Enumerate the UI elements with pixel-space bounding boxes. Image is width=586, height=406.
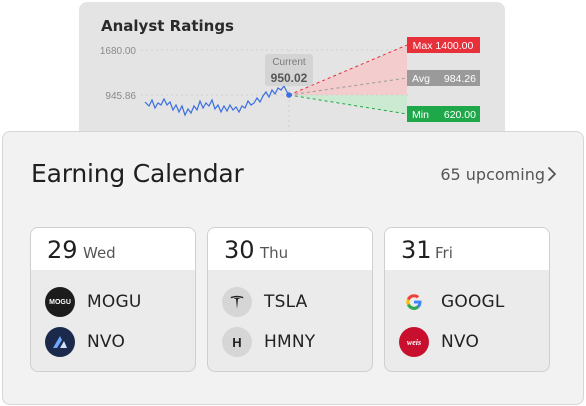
max-tag-label: Max 1400.00 bbox=[413, 40, 474, 52]
ticker-label: HMNY bbox=[264, 332, 316, 352]
ticker-label: NVO bbox=[441, 332, 480, 352]
day-header: 29 Wed bbox=[31, 228, 195, 270]
ticker-label: MOGU bbox=[87, 292, 142, 312]
avg-tag-label: Avg bbox=[412, 73, 430, 85]
price-line bbox=[144, 84, 290, 117]
earning-calendar-card: Earning Calendar 65 upcoming 29 Wed MOGU… bbox=[2, 131, 584, 405]
day-header: 30 Thu bbox=[208, 228, 372, 270]
mogu-logo-icon: MOGU bbox=[45, 287, 75, 317]
tesla-logo-icon bbox=[222, 287, 252, 317]
current-label-box bbox=[265, 54, 313, 86]
day-header: 31 Fri bbox=[385, 228, 549, 270]
day-card-29[interactable]: 29 Wed MOGU MOGU NVO bbox=[30, 227, 196, 372]
min-tag-label: Min bbox=[412, 109, 429, 121]
ticker-label: NVO bbox=[87, 332, 126, 352]
avg-target-line bbox=[288, 77, 408, 96]
max-tag bbox=[407, 37, 480, 53]
forecast-min-cone bbox=[289, 95, 407, 114]
ticker-label: GOOGL bbox=[441, 292, 505, 312]
analyst-ratings-card: Analyst Ratings 1680.00 945.86 Current 9… bbox=[79, 2, 505, 152]
day-weekday: Wed bbox=[83, 244, 116, 262]
earning-calendar-title: Earning Calendar bbox=[31, 159, 244, 188]
list-item[interactable]: H HMNY bbox=[222, 327, 315, 357]
current-value: 950.02 bbox=[271, 71, 308, 85]
min-tag-value: 620.00 bbox=[444, 109, 476, 121]
current-label: Current bbox=[272, 57, 306, 68]
list-item[interactable]: MOGU MOGU bbox=[45, 287, 141, 317]
analyst-ratings-title: Analyst Ratings bbox=[101, 17, 234, 35]
upcoming-link[interactable]: 65 upcoming bbox=[440, 165, 545, 184]
avg-tag bbox=[407, 70, 480, 86]
weis-logo-icon: weis bbox=[399, 327, 429, 357]
day-weekday: Fri bbox=[435, 244, 453, 262]
day-card-31[interactable]: 31 Fri GOOGL weis NVO bbox=[384, 227, 550, 372]
list-item[interactable]: GOOGL bbox=[399, 287, 505, 317]
list-item[interactable]: weis NVO bbox=[399, 327, 479, 357]
day-weekday: Thu bbox=[260, 244, 289, 262]
min-tag bbox=[407, 106, 480, 122]
analyst-ratings-chart: 1680.00 945.86 Current 950.02 Max 1400.0… bbox=[100, 37, 480, 152]
list-item[interactable]: TSLA bbox=[222, 287, 307, 317]
min-target-line bbox=[288, 94, 408, 115]
current-point bbox=[286, 92, 292, 98]
y-tick-mid: 945.86 bbox=[105, 91, 136, 102]
novo-logo-icon bbox=[45, 327, 75, 357]
ticker-label: TSLA bbox=[264, 292, 308, 312]
day-number: 31 bbox=[401, 236, 432, 264]
y-tick-top: 1680.00 bbox=[100, 46, 137, 57]
hmny-logo-icon: H bbox=[222, 327, 252, 357]
google-logo-icon bbox=[399, 287, 429, 317]
day-number: 30 bbox=[224, 236, 255, 264]
day-card-30[interactable]: 30 Thu TSLA H HMNY bbox=[207, 227, 373, 372]
day-number: 29 bbox=[47, 236, 78, 264]
list-item[interactable]: NVO bbox=[45, 327, 125, 357]
chevron-right-icon[interactable] bbox=[545, 167, 559, 181]
avg-tag-value: 984.26 bbox=[444, 73, 476, 85]
